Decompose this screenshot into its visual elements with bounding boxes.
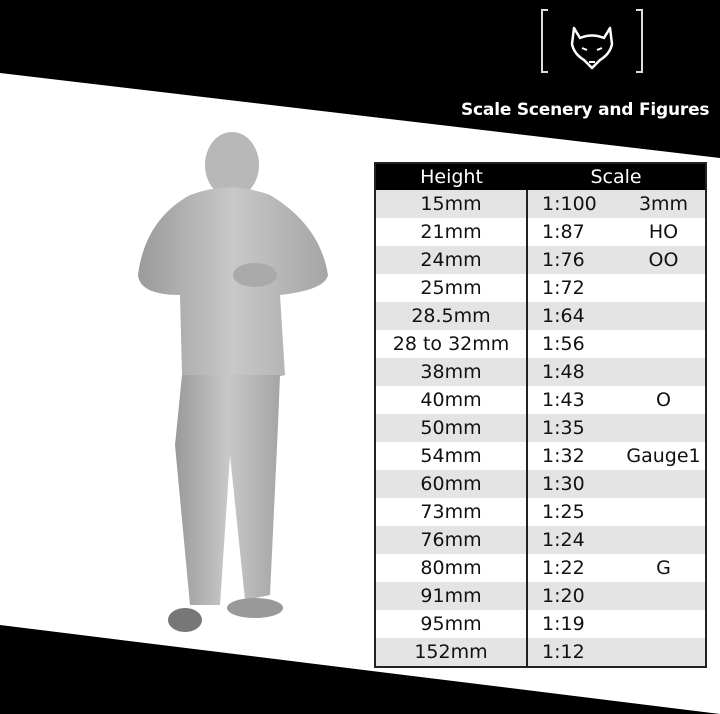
height-cell: 21mm	[375, 218, 528, 246]
gauge-cell: 3mm	[622, 190, 706, 218]
height-cell: 80mm	[375, 554, 528, 582]
table-row: 28 to 32mm 1:56	[375, 330, 706, 358]
gauge-cell: O	[622, 386, 706, 414]
table-row: 80mm 1:22 G	[375, 554, 706, 582]
gauge-cell: HO	[622, 218, 706, 246]
scale-cell: 1:30	[527, 470, 622, 498]
table-row: 50mm 1:35	[375, 414, 706, 442]
brand-title: Scale Scenery and Figures	[461, 100, 710, 120]
table-row: 28.5mm 1:64	[375, 302, 706, 330]
bottom-black-band	[0, 625, 720, 714]
table-row: 54mm 1:32 Gauge1	[375, 442, 706, 470]
header-scale: Scale	[527, 163, 706, 190]
scale-cell: 1:100	[527, 190, 622, 218]
table-row: 25mm 1:72	[375, 274, 706, 302]
scale-cell: 1:19	[527, 610, 622, 638]
scale-cell: 1:20	[527, 582, 622, 610]
scale-cell: 1:43	[527, 386, 622, 414]
wolf-logo-icon	[541, 9, 643, 73]
gauge-cell	[622, 638, 706, 667]
top-black-band	[0, 0, 720, 158]
scale-cell: 1:72	[527, 274, 622, 302]
gauge-cell	[622, 526, 706, 554]
gauge-cell	[622, 358, 706, 386]
height-cell: 91mm	[375, 582, 528, 610]
scale-cell: 1:76	[527, 246, 622, 274]
gauge-cell: OO	[622, 246, 706, 274]
header-height: Height	[375, 163, 527, 190]
scale-cell: 1:64	[527, 302, 622, 330]
gauge-cell	[622, 610, 706, 638]
scale-cell: 1:22	[527, 554, 622, 582]
table-row: 40mm 1:43 O	[375, 386, 706, 414]
height-cell: 152mm	[375, 638, 528, 667]
gauge-cell	[622, 582, 706, 610]
height-cell: 40mm	[375, 386, 528, 414]
height-cell: 24mm	[375, 246, 528, 274]
gauge-cell	[622, 414, 706, 442]
height-cell: 73mm	[375, 498, 528, 526]
height-cell: 28.5mm	[375, 302, 528, 330]
gauge-cell	[622, 498, 706, 526]
table-row: 24mm 1:76 OO	[375, 246, 706, 274]
scale-cell: 1:24	[527, 526, 622, 554]
height-cell: 76mm	[375, 526, 528, 554]
table-row: 15mm 1:100 3mm	[375, 190, 706, 218]
table-row: 38mm 1:48	[375, 358, 706, 386]
scale-table: Height Scale 15mm 1:100 3mm 21mm 1:87 HO 24mm 1…	[374, 162, 707, 668]
table-row: 95mm 1:19	[375, 610, 706, 638]
scale-cell: 1:12	[527, 638, 622, 667]
table-row: 91mm 1:20	[375, 582, 706, 610]
height-cell: 15mm	[375, 190, 528, 218]
table-header-row: Height Scale	[375, 163, 706, 190]
table-row: 21mm 1:87 HO	[375, 218, 706, 246]
figure-image	[138, 132, 328, 632]
scale-cell: 1:35	[527, 414, 622, 442]
height-cell: 54mm	[375, 442, 528, 470]
height-cell: 25mm	[375, 274, 528, 302]
gauge-cell: G	[622, 554, 706, 582]
scale-cell: 1:48	[527, 358, 622, 386]
gauge-cell	[622, 330, 706, 358]
height-cell: 60mm	[375, 470, 528, 498]
table-row: 76mm 1:24	[375, 526, 706, 554]
gauge-cell	[622, 302, 706, 330]
gauge-cell	[622, 274, 706, 302]
table-row: 73mm 1:25	[375, 498, 706, 526]
gauge-cell	[622, 470, 706, 498]
table-row: 152mm 1:12	[375, 638, 706, 667]
gauge-cell: Gauge1	[622, 442, 706, 470]
scale-cell: 1:32	[527, 442, 622, 470]
height-cell: 50mm	[375, 414, 528, 442]
scale-cell: 1:56	[527, 330, 622, 358]
height-cell: 95mm	[375, 610, 528, 638]
table-row: 60mm 1:30	[375, 470, 706, 498]
scale-cell: 1:25	[527, 498, 622, 526]
height-cell: 38mm	[375, 358, 528, 386]
scale-cell: 1:87	[527, 218, 622, 246]
height-cell: 28 to 32mm	[375, 330, 528, 358]
